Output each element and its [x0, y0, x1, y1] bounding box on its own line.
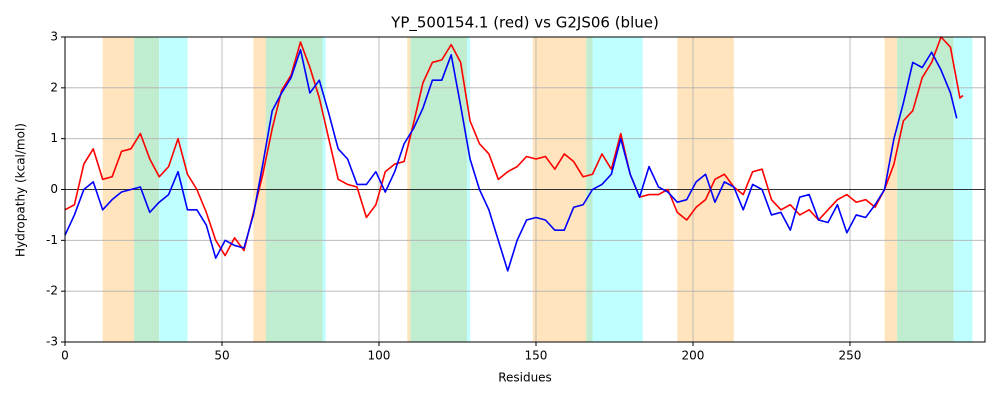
y-tick-label: 3: [50, 30, 58, 44]
x-axis-label: Residues: [498, 371, 552, 385]
x-tick-label: 200: [682, 349, 705, 363]
series-line: [64, 48, 958, 272]
axes: 0 50 100 150 200 250 -3 -2 -1 0 1 2 3: [46, 30, 986, 363]
chart-title: YP_500154.1 (red) vs G2JS06 (blue): [390, 14, 659, 33]
x-tick-label: 250: [839, 349, 862, 363]
x-tick-label: 150: [525, 349, 548, 363]
y-tick-label: 0: [50, 182, 58, 196]
y-tick-label: -2: [46, 284, 58, 298]
plot-frame: [64, 36, 986, 343]
y-axis-label: Hydropathy (kcal/mol): [14, 123, 28, 257]
lines: [64, 36, 964, 272]
x-tick-label: 50: [214, 349, 229, 363]
grid: [64, 36, 985, 343]
x-tick-label: 100: [368, 349, 391, 363]
y-tick-label: 2: [50, 80, 58, 94]
y-tick-label: 1: [50, 131, 58, 145]
x-tick-label: 0: [61, 349, 69, 363]
y-tick-label: -3: [46, 335, 58, 349]
y-tick-label: -1: [46, 233, 58, 247]
